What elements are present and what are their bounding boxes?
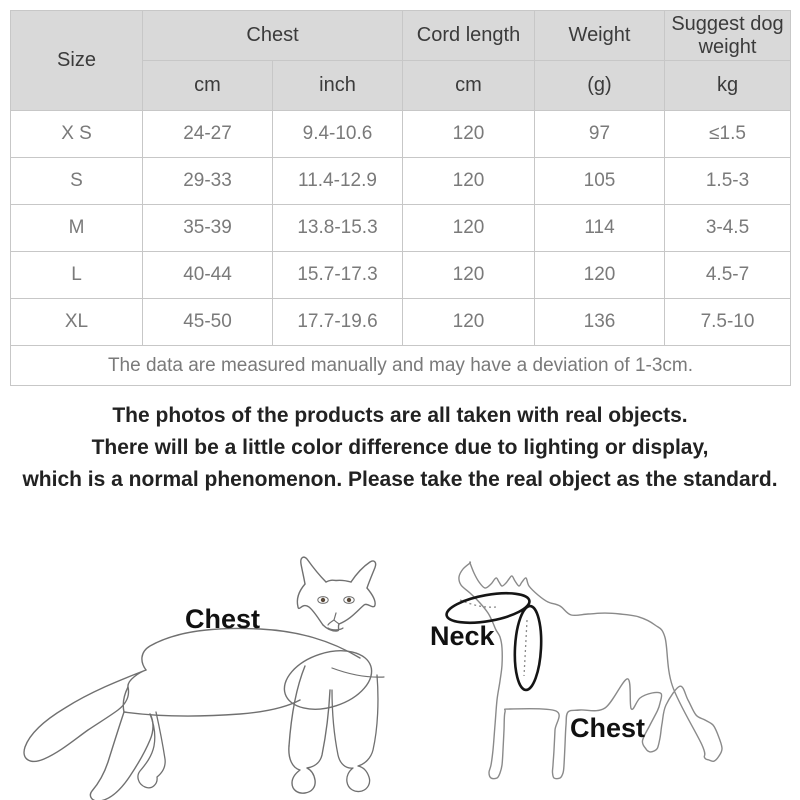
- svg-text:Neck: Neck: [430, 621, 496, 651]
- svg-text:Chest: Chest: [570, 713, 645, 743]
- svg-text:Chest: Chest: [185, 604, 260, 634]
